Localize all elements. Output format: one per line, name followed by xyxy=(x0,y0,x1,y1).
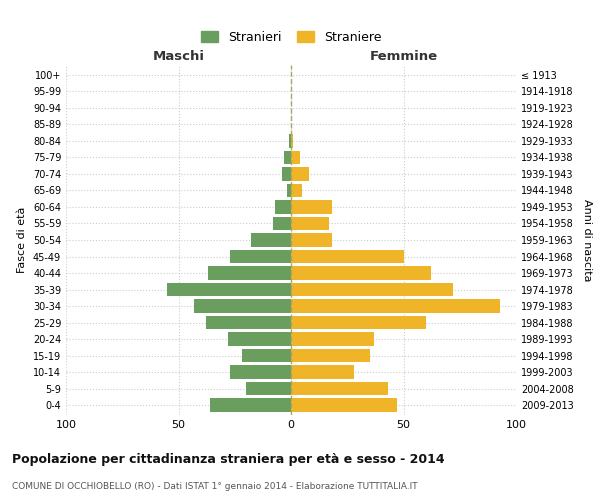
Bar xyxy=(291,216,329,230)
Bar xyxy=(208,266,291,280)
Bar xyxy=(205,316,291,330)
Legend: Stranieri, Straniere: Stranieri, Straniere xyxy=(196,26,386,49)
Bar xyxy=(287,184,291,197)
Bar xyxy=(230,250,291,264)
Bar xyxy=(291,134,293,147)
Bar xyxy=(246,382,291,396)
Bar xyxy=(273,216,291,230)
Bar xyxy=(291,283,453,296)
Text: COMUNE DI OCCHIOBELLO (RO) - Dati ISTAT 1° gennaio 2014 - Elaborazione TUTTITALI: COMUNE DI OCCHIOBELLO (RO) - Dati ISTAT … xyxy=(12,482,418,491)
Bar xyxy=(291,250,404,264)
Bar xyxy=(291,233,331,247)
Bar xyxy=(241,349,291,362)
Bar xyxy=(291,398,397,412)
Bar xyxy=(230,366,291,379)
Text: Femmine: Femmine xyxy=(370,50,437,62)
Bar xyxy=(291,332,374,346)
Bar xyxy=(291,300,500,313)
Bar xyxy=(291,349,370,362)
Bar xyxy=(291,200,331,214)
Y-axis label: Fasce di età: Fasce di età xyxy=(17,207,27,273)
Bar xyxy=(291,167,309,180)
Bar xyxy=(251,233,291,247)
Bar xyxy=(291,266,431,280)
Bar xyxy=(194,300,291,313)
Bar xyxy=(275,200,291,214)
Bar xyxy=(284,150,291,164)
Bar xyxy=(291,316,426,330)
Bar xyxy=(291,382,388,396)
Y-axis label: Anni di nascita: Anni di nascita xyxy=(582,198,592,281)
Bar xyxy=(289,134,291,147)
Bar xyxy=(291,184,302,197)
Text: Popolazione per cittadinanza straniera per età e sesso - 2014: Popolazione per cittadinanza straniera p… xyxy=(12,452,445,466)
Bar xyxy=(282,167,291,180)
Text: Maschi: Maschi xyxy=(152,50,205,62)
Bar xyxy=(291,150,300,164)
Bar xyxy=(210,398,291,412)
Bar xyxy=(228,332,291,346)
Bar xyxy=(167,283,291,296)
Bar xyxy=(291,366,354,379)
